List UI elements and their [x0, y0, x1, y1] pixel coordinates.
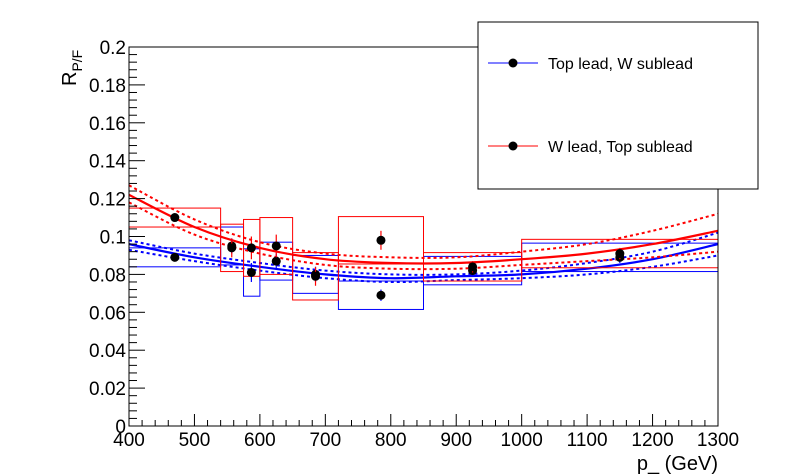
x-tick-label-900: 900 [440, 430, 472, 451]
axes: 400 500 600 700 800 900 1000 1100 1200 1300 0 0.02 0… [89, 38, 739, 451]
series-2-point-1 [170, 213, 180, 223]
y-tick-label-0.1: 0.1 [100, 228, 126, 249]
series-2-point-3 [246, 243, 256, 253]
y-tick-label-0.12: 0.12 [89, 190, 126, 211]
x-tick-label-1100: 1100 [567, 430, 608, 451]
legend-swatch-2-marker [508, 141, 518, 151]
series-1-point-3 [246, 268, 256, 278]
series-2-bin-box-6 [337, 216, 424, 265]
series-2-point-5 [311, 271, 321, 281]
plot-area [129, 184, 718, 310]
x-tick-label-600: 600 [244, 430, 276, 451]
svg-text:RP/F: RP/F [59, 50, 85, 86]
x-tick-label-1200: 1200 [631, 430, 673, 451]
series-2-point-8 [615, 249, 625, 259]
series-1-point-1 [170, 252, 180, 262]
series-2-point-4 [271, 241, 281, 251]
y-axis-title: RP/F [59, 50, 85, 86]
legend-box [477, 21, 759, 190]
series-2-bin-box-8 [521, 238, 718, 269]
x-axis-title: p_ (GeV) [637, 453, 718, 475]
y-tick-label-0.2: 0.2 [100, 38, 126, 59]
y-axis-title-main: R [59, 72, 81, 86]
x-tick-label-1300: 1300 [697, 430, 739, 451]
legend-entry-1: Top lead, W sublead [488, 56, 693, 73]
x-tick-label-1000: 1000 [501, 430, 543, 451]
series-2-point-6 [376, 235, 386, 245]
legend-entry-2: W lead, Top sublead [488, 139, 693, 156]
series-2-bin-box-4 [259, 217, 294, 275]
x-tick-label-800: 800 [375, 430, 407, 451]
series-1-point-4 [271, 256, 281, 266]
y-tick-label-0.08: 0.08 [89, 265, 126, 286]
series-2-bin-box-1 [129, 207, 222, 228]
y-tick-label-0.18: 0.18 [89, 76, 126, 97]
y-axis-title-sub: P/F [69, 50, 85, 72]
y-tick-label-0: 0 [115, 417, 126, 438]
series-2-point-7 [468, 262, 478, 272]
series-1-point-6 [376, 290, 386, 300]
legend-swatch-1-marker [508, 58, 518, 68]
y-tick-label-0.14: 0.14 [89, 152, 126, 173]
legend-label-2: W lead, Top sublead [548, 139, 693, 156]
x-tick-label-500: 500 [179, 430, 211, 451]
y-tick-label-0.04: 0.04 [89, 341, 126, 362]
series-2-fit-upper [129, 184, 718, 259]
series-2-points [170, 213, 625, 286]
y-tick-label-0.02: 0.02 [89, 379, 126, 400]
legend: Top lead, W sublead W lead, Top sublead [477, 21, 759, 190]
legend-label-1: Top lead, W sublead [548, 56, 693, 73]
y-tick-label-0.16: 0.16 [89, 114, 126, 135]
x-tick-label-700: 700 [309, 430, 341, 451]
y-tick-label-0.06: 0.06 [89, 303, 126, 324]
series-2-point-2 [227, 243, 237, 253]
x-tick-label-400: 400 [113, 430, 145, 451]
